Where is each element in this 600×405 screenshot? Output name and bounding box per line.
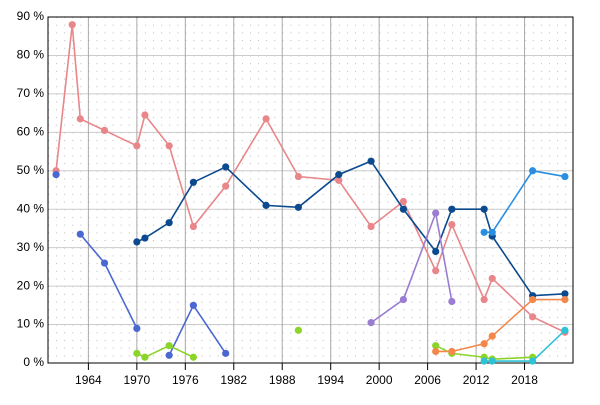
x-tick-label: 1994: [317, 373, 344, 387]
data-point: [100, 126, 109, 135]
data-point: [222, 182, 230, 190]
data-point: [189, 353, 197, 361]
y-tick-label: 50 %: [17, 163, 45, 177]
data-point: [141, 234, 149, 242]
data-point: [529, 357, 537, 365]
data-point: [76, 230, 84, 238]
x-tick-label: 2012: [463, 373, 490, 387]
data-point: [448, 205, 456, 213]
data-point: [561, 290, 569, 298]
data-point: [165, 351, 173, 359]
data-point: [488, 274, 496, 283]
x-tick-label: 1964: [75, 373, 102, 387]
y-tick-label: 90 %: [17, 9, 45, 23]
data-point: [335, 176, 343, 184]
data-point: [561, 172, 569, 181]
data-point: [399, 295, 407, 304]
data-point: [222, 163, 230, 171]
data-point: [448, 221, 456, 229]
data-point: [480, 340, 488, 348]
x-tick-label: 2006: [414, 373, 441, 387]
data-point: [294, 203, 302, 211]
y-tick-label: 30 %: [17, 240, 45, 254]
data-point: [141, 111, 149, 119]
data-point: [165, 142, 173, 150]
data-point: [488, 357, 496, 365]
data-point: [480, 228, 488, 236]
data-point: [76, 115, 84, 123]
data-point: [399, 205, 407, 213]
data-point: [367, 157, 375, 165]
data-point: [399, 197, 407, 206]
x-tick-label: 2018: [511, 373, 538, 387]
data-point: [432, 267, 440, 275]
data-point: [529, 313, 537, 321]
x-tick-label: 1970: [123, 373, 150, 387]
y-tick-label: 0 %: [23, 355, 44, 369]
data-point: [432, 209, 440, 217]
data-point: [141, 353, 149, 361]
data-point: [294, 326, 302, 334]
data-point: [367, 222, 375, 231]
x-tick-label: 2000: [366, 373, 393, 387]
data-point: [133, 349, 141, 357]
data-point: [561, 326, 569, 334]
data-point: [133, 142, 141, 150]
series-line: [136, 160, 565, 297]
minor-grid: [48, 17, 573, 363]
y-tick-label: 60 %: [17, 125, 45, 139]
x-tick-label: 1976: [172, 373, 199, 387]
data-point: [133, 324, 141, 332]
series-line: [370, 210, 453, 324]
y-tick-label: 70 %: [17, 86, 45, 100]
series-line: [55, 24, 566, 333]
data-point: [165, 219, 173, 227]
data-point: [561, 295, 569, 304]
y-tick-label: 20 %: [17, 278, 45, 292]
data-point: [100, 259, 109, 267]
data-point: [432, 342, 440, 350]
data-point: [68, 21, 76, 29]
data-point: [294, 172, 302, 181]
series-line: [484, 329, 566, 362]
y-tick-label: 80 %: [17, 48, 45, 62]
data-point: [529, 167, 537, 175]
data-point: [133, 238, 141, 246]
data-point: [52, 171, 60, 179]
data-point: [448, 297, 456, 306]
series-line: [484, 169, 566, 234]
data-point: [480, 357, 488, 365]
plot-frame: [47, 16, 574, 364]
data-point: [488, 332, 496, 340]
data-point: [165, 342, 173, 350]
data-point: [189, 178, 197, 186]
data-point: [448, 347, 456, 356]
data-point: [480, 205, 488, 213]
data-point: [432, 347, 440, 356]
x-tick-label: 1982: [220, 373, 247, 387]
data-point: [480, 295, 488, 304]
data-point: [262, 115, 270, 123]
data-point: [189, 301, 197, 309]
data-point: [488, 228, 496, 236]
y-tick-label: 10 %: [17, 317, 45, 331]
data-point: [335, 171, 343, 179]
data-point: [262, 201, 270, 209]
x-tick-label: 1988: [269, 373, 296, 387]
data-point: [189, 222, 197, 231]
data-point: [529, 295, 537, 304]
data-point: [222, 349, 230, 357]
data-point: [367, 319, 375, 327]
data-point: [432, 247, 440, 256]
y-tick-label: 40 %: [17, 201, 45, 215]
